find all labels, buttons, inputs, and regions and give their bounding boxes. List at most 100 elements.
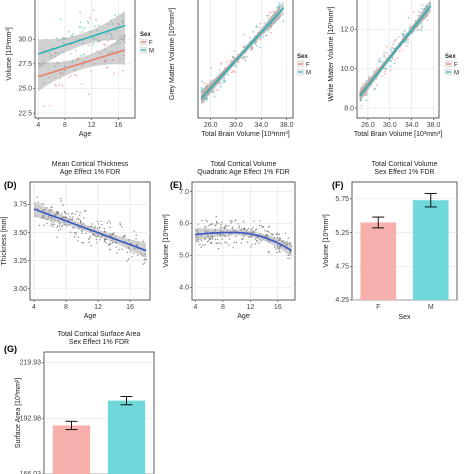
data-point — [236, 53, 239, 56]
data-point — [92, 38, 95, 41]
data-point — [250, 39, 253, 42]
data-point — [66, 225, 68, 227]
data-point — [112, 239, 114, 241]
data-point — [57, 62, 59, 65]
data-point — [224, 67, 227, 70]
data-point — [71, 60, 74, 63]
data-point — [252, 226, 254, 229]
data-point — [80, 82, 83, 85]
data-point — [219, 83, 222, 85]
data-point — [206, 83, 208, 86]
chart-title: Total Cortical Volume — [372, 161, 438, 168]
data-point — [211, 79, 214, 82]
data-point — [219, 85, 222, 88]
data-point — [204, 238, 206, 241]
x-axis-label: Age — [79, 131, 92, 138]
data-point — [383, 67, 385, 70]
data-point — [91, 223, 94, 225]
data-point — [256, 240, 258, 243]
data-point — [72, 216, 74, 218]
data-point — [224, 225, 226, 227]
data-point — [210, 223, 213, 225]
data-point — [96, 233, 98, 236]
data-point — [268, 225, 270, 227]
data-point — [376, 66, 379, 69]
data-point — [43, 49, 46, 51]
legend-title: Sex — [140, 32, 151, 38]
data-point — [243, 227, 245, 230]
data-point — [203, 88, 206, 91]
data-point — [374, 88, 376, 91]
data-point — [256, 239, 258, 242]
data-point — [69, 216, 71, 218]
data-point — [95, 37, 98, 39]
data-point — [55, 61, 58, 64]
data-point — [238, 225, 241, 227]
data-point — [135, 244, 137, 246]
data-point — [95, 242, 98, 244]
data-point — [83, 222, 85, 224]
legend-title: Sex — [445, 54, 456, 60]
data-point — [262, 226, 265, 228]
data-point — [45, 218, 48, 221]
data-point — [250, 246, 252, 248]
data-point — [267, 234, 269, 237]
data-point — [370, 83, 372, 86]
data-point — [90, 244, 92, 247]
data-point — [136, 254, 139, 256]
data-point — [281, 241, 283, 243]
data-point — [265, 235, 267, 238]
data-point — [215, 89, 217, 92]
gridlines — [192, 182, 295, 300]
data-point — [60, 198, 62, 200]
data-point — [225, 242, 228, 244]
data-point — [124, 234, 126, 237]
data-point — [77, 236, 79, 238]
data-point — [250, 234, 253, 237]
data-point — [276, 244, 279, 246]
data-point — [392, 43, 395, 46]
data-point — [77, 240, 79, 242]
data-point — [283, 242, 286, 244]
data-point — [111, 45, 113, 47]
data-point — [221, 238, 223, 240]
data-point — [87, 225, 90, 228]
data-point — [423, 7, 425, 10]
data-point — [234, 71, 237, 74]
data-point — [210, 67, 212, 70]
data-point — [282, 240, 284, 242]
data-point — [197, 236, 199, 238]
y-tick-label: 5.75 — [335, 196, 349, 203]
data-point — [122, 69, 124, 72]
data-point — [272, 11, 275, 14]
data-point — [254, 34, 257, 37]
data-point — [57, 39, 60, 42]
gridlines — [357, 0, 439, 118]
data-point — [277, 239, 279, 242]
y-tick-label: 3.75 — [13, 202, 27, 209]
data-point — [273, 246, 276, 248]
data-point — [215, 216, 217, 218]
data-point — [50, 209, 53, 211]
data-point — [426, 4, 429, 7]
data-point — [259, 22, 261, 25]
data-point — [422, 17, 425, 20]
data-point — [52, 224, 54, 226]
data-point — [204, 85, 207, 88]
data-point — [208, 224, 210, 227]
data-point — [81, 63, 84, 66]
data-point — [206, 84, 209, 87]
data-point — [64, 215, 66, 218]
data-point — [421, 8, 423, 11]
data-point — [242, 46, 244, 49]
data-point — [222, 233, 225, 235]
data-point — [211, 91, 214, 94]
data-point — [96, 50, 98, 53]
data-point — [204, 237, 206, 239]
data-point — [264, 230, 266, 232]
data-point — [207, 236, 209, 239]
data-point — [251, 243, 253, 246]
data-point — [210, 235, 212, 237]
data-point — [269, 12, 272, 14]
data-point — [375, 84, 378, 87]
